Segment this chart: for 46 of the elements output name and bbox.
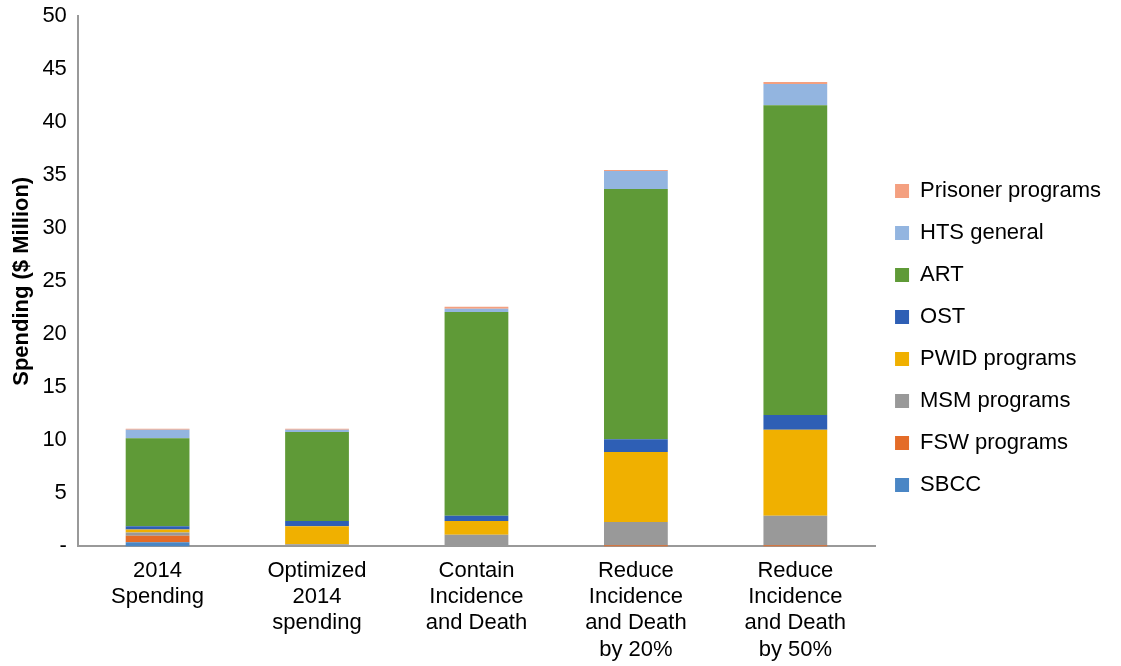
- bar: [763, 84, 828, 106]
- bar: [125, 535, 190, 543]
- bar: [125, 542, 190, 547]
- x-tick-label: Reduce Incidence and Death by 20%: [585, 556, 687, 661]
- bar: [125, 429, 190, 439]
- legend-label: Prisoner programs: [920, 177, 1101, 203]
- y-axis-title: Spending ($ Million): [8, 176, 34, 386]
- bar: [444, 306, 509, 309]
- bar: [444, 308, 509, 313]
- legend-label: ART: [920, 261, 964, 287]
- y-tick-label: 45: [42, 55, 67, 81]
- x-tick-label: Contain Incidence and Death: [425, 556, 528, 635]
- legend-label: FSW programs: [920, 429, 1068, 455]
- bar: [604, 452, 668, 523]
- bar: [763, 81, 828, 85]
- y-tick-label: 35: [42, 161, 67, 187]
- legend-label: HTS general: [920, 219, 1044, 245]
- y-tick-label: 10: [42, 426, 67, 452]
- bar: [604, 189, 668, 440]
- y-tick-label: 40: [42, 108, 67, 134]
- bar: [763, 414, 828, 430]
- y-tick-label: 25: [42, 267, 67, 293]
- y-tick-label: -: [59, 532, 67, 558]
- bar: [285, 526, 349, 545]
- bar: [763, 429, 828, 516]
- x-tick-label: Reduce Incidence and Death by 50%: [744, 556, 847, 661]
- y-tick-label: 50: [42, 2, 67, 28]
- bar: [604, 171, 668, 190]
- bar: [444, 312, 509, 516]
- x-tick-label: 2014 Spending: [111, 556, 205, 609]
- y-tick-label: 20: [42, 320, 67, 346]
- legend-label: PWID programs: [920, 345, 1077, 371]
- legend-label: MSM programs: [920, 387, 1071, 413]
- bar: [444, 520, 509, 535]
- bar: [285, 520, 349, 527]
- x-tick-label: Optimized 2014 spending: [267, 556, 367, 635]
- bar: [125, 438, 190, 527]
- bar: [763, 105, 828, 415]
- legend-label: OST: [920, 303, 966, 329]
- legend-label: SBCC: [920, 471, 982, 497]
- bar: [604, 439, 668, 453]
- bar: [285, 431, 349, 521]
- bar: [444, 515, 509, 521]
- y-tick-label: 5: [54, 479, 67, 505]
- y-tick-label: 15: [42, 373, 67, 399]
- y-tick-label: 30: [42, 214, 67, 240]
